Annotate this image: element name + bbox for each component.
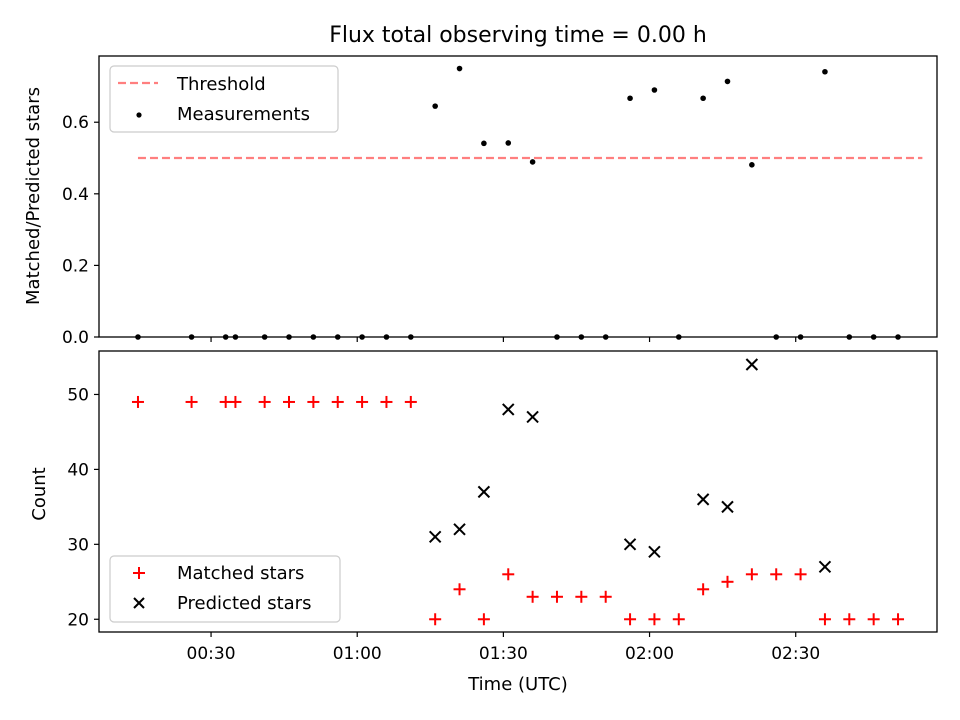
predicted-star-point bbox=[477, 485, 491, 499]
predicted-star-point bbox=[526, 410, 539, 424]
matched-star-point bbox=[745, 568, 758, 581]
measurement-point bbox=[432, 103, 438, 109]
matched-star-point bbox=[672, 613, 685, 626]
predicted-star-point bbox=[648, 545, 661, 559]
matched-star-point bbox=[502, 568, 515, 581]
predicted-star-point bbox=[696, 493, 710, 506]
bottom-y-tick-label: 50 bbox=[67, 385, 89, 405]
matched-star-point bbox=[599, 590, 612, 603]
bottom-x-tick-label: 00:30 bbox=[187, 644, 236, 664]
bottom-plot-frame bbox=[98, 350, 938, 633]
matched-star-point bbox=[575, 590, 588, 603]
predicted-star-point bbox=[623, 538, 637, 551]
legend-threshold-label: Threshold bbox=[176, 74, 266, 95]
legend-matched-label: Matched stars bbox=[177, 563, 304, 584]
matched-star-point bbox=[356, 395, 369, 408]
matched-star-point bbox=[331, 395, 344, 408]
measurement-point bbox=[822, 68, 828, 75]
legend-measurements-swatch bbox=[136, 112, 142, 118]
bottom-y-tick-label: 30 bbox=[67, 535, 89, 555]
matched-star-point bbox=[453, 583, 466, 596]
matched-star-point bbox=[550, 590, 563, 603]
predicted-star-point bbox=[745, 358, 759, 371]
matched-star-point bbox=[843, 613, 856, 626]
bottom-y-tick-label: 40 bbox=[67, 460, 89, 480]
measurement-point bbox=[505, 140, 512, 146]
bottom-x-tick-label: 02:00 bbox=[625, 644, 674, 664]
matched-star-point bbox=[283, 395, 296, 408]
matched-star-point bbox=[131, 395, 144, 408]
matched-star-point bbox=[185, 395, 198, 408]
bottom-legend: Matched stars Predicted stars bbox=[109, 555, 341, 623]
bottom-x-axis-label: Time (UTC) bbox=[467, 674, 568, 695]
matched-star-point bbox=[229, 395, 242, 408]
top-y-tick-label: 0.0 bbox=[62, 328, 89, 348]
top-legend: Threshold Measurements bbox=[109, 65, 339, 133]
top-y-tick-label: 0.2 bbox=[62, 256, 89, 276]
matched-star-point bbox=[429, 613, 442, 626]
top-axes: 0.0 0.2 0.4 0.6 bbox=[62, 113, 797, 348]
matched-star-point bbox=[258, 395, 271, 408]
predicted-star-point bbox=[721, 500, 734, 514]
matched-star-point bbox=[526, 590, 539, 603]
matched-star-point bbox=[624, 613, 637, 626]
bottom-y-axis-label: Count bbox=[29, 467, 50, 520]
legend-matched-swatch bbox=[133, 567, 145, 579]
top-y-tick-label: 0.4 bbox=[62, 185, 89, 205]
matched-star-point bbox=[477, 613, 490, 626]
top-panel: 0.0 0.2 0.4 0.6 Matched/Predicted stars Thr… bbox=[23, 55, 938, 348]
measurement-point bbox=[724, 78, 731, 85]
top-legend-box bbox=[109, 65, 339, 133]
predicted-star-point bbox=[453, 523, 466, 536]
bottom-legend-box bbox=[109, 555, 341, 623]
measurement-point bbox=[627, 95, 633, 102]
matched-star-point bbox=[404, 395, 417, 408]
legend-predicted-swatch bbox=[133, 597, 145, 609]
top-y-axis-label: Matched/Predicted stars bbox=[23, 87, 44, 305]
matched-star-point bbox=[721, 575, 734, 588]
measurement-point bbox=[749, 162, 755, 168]
bottom-x-tick-label: 02:30 bbox=[771, 644, 820, 664]
matched-star-point bbox=[794, 568, 807, 581]
matched-star-point bbox=[867, 613, 880, 626]
top-y-tick-label: 0.6 bbox=[62, 113, 89, 133]
measurement-point bbox=[481, 140, 487, 147]
measurement-point bbox=[651, 87, 658, 93]
bottom-marks bbox=[131, 358, 905, 626]
bottom-axes: 20 30 40 50 00:30 01:00 01:30 02:00 02:30 bbox=[67, 385, 820, 664]
bottom-y-tick-label: 20 bbox=[67, 610, 89, 630]
matched-star-point bbox=[892, 613, 905, 626]
measurement-point bbox=[529, 159, 536, 165]
measurement-point bbox=[456, 65, 463, 72]
matched-star-point bbox=[818, 613, 831, 626]
matched-star-point bbox=[770, 568, 783, 581]
matched-star-point bbox=[380, 395, 393, 408]
predicted-star-point bbox=[428, 530, 442, 544]
legend-predicted-label: Predicted stars bbox=[177, 593, 311, 614]
chart-title: Flux total observing time = 0.00 h bbox=[329, 23, 707, 48]
predicted-star-point bbox=[818, 560, 832, 574]
bottom-x-tick-label: 01:00 bbox=[333, 644, 382, 664]
matched-star-point bbox=[697, 583, 710, 596]
top-plot-frame bbox=[98, 55, 938, 338]
predicted-star-point bbox=[502, 403, 515, 416]
legend-measurements-label: Measurements bbox=[177, 104, 310, 125]
bottom-x-tick-label: 01:30 bbox=[479, 644, 528, 664]
measurement-point bbox=[700, 95, 706, 102]
matched-star-point bbox=[648, 613, 661, 626]
matched-star-point bbox=[307, 395, 320, 408]
